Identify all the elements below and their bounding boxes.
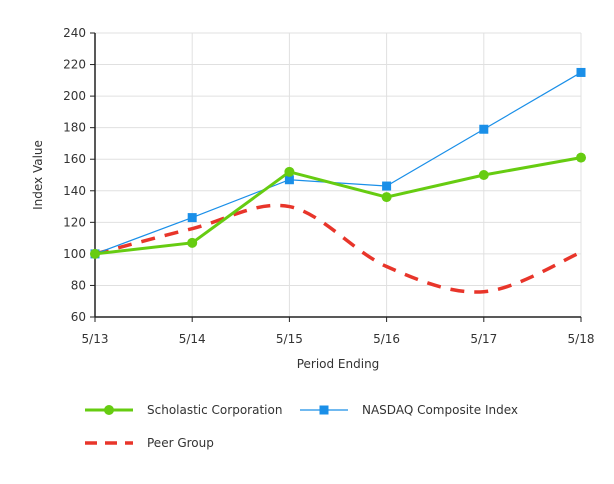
- series-group: [90, 67, 586, 294]
- x-axis-label: Period Ending: [297, 357, 380, 371]
- x-tick-label: 5/13: [82, 332, 109, 346]
- data-point-scholastic: [187, 237, 198, 248]
- legend: Scholastic Corporation NASDAQ Composite I…: [85, 403, 518, 450]
- y-tick-label: 220: [63, 58, 86, 72]
- data-point-scholastic: [478, 170, 489, 180]
- legend-label-nasdaq: NASDAQ Composite Index: [362, 403, 518, 417]
- y-tick-label: 80: [71, 278, 86, 292]
- legend-marker-nasdaq: [319, 405, 329, 415]
- y-tick-label: 200: [63, 89, 86, 103]
- data-point-nasdaq: [576, 67, 586, 77]
- data-point-scholastic: [90, 248, 100, 259]
- series-line-peer-group: [94, 203, 582, 294]
- data-point-scholastic: [576, 152, 586, 163]
- x-tick-label: 5/18: [568, 332, 595, 346]
- y-axis-label: Index Value: [31, 140, 45, 210]
- x-tick-label: 5/15: [276, 332, 303, 346]
- x-axis: 5/13 5/14 5/15 5/16 5/17 5/18: [82, 316, 595, 346]
- data-point-nasdaq: [284, 175, 294, 185]
- y-tick-label: 120: [63, 215, 86, 229]
- legend-label-peer-group: Peer Group: [147, 436, 214, 450]
- data-point-nasdaq: [187, 213, 197, 223]
- x-tick-label: 5/14: [179, 332, 206, 346]
- y-tick-label: 100: [63, 247, 86, 261]
- y-tick-label: 140: [63, 184, 86, 198]
- data-point-nasdaq: [382, 181, 392, 191]
- grid: [94, 32, 582, 318]
- x-tick-label: 5/17: [470, 332, 497, 346]
- data-point-scholastic: [381, 192, 392, 203]
- data-point-nasdaq: [479, 124, 489, 134]
- legend-label-scholastic: Scholastic Corporation: [147, 403, 282, 417]
- legend-marker-scholastic: [104, 405, 114, 415]
- series-line-nasdaq: [94, 71, 582, 255]
- y-tick-label: 160: [63, 152, 86, 166]
- y-tick-label: 60: [71, 310, 86, 324]
- data-point-scholastic: [284, 166, 295, 177]
- series-line-scholastic: [94, 156, 582, 256]
- y-tick-label: 180: [63, 121, 86, 135]
- x-tick-label: 5/16: [373, 332, 400, 346]
- y-axis: 60 80 100 120 140 160 180 200 220 240: [63, 26, 96, 324]
- y-tick-label: 240: [63, 26, 86, 40]
